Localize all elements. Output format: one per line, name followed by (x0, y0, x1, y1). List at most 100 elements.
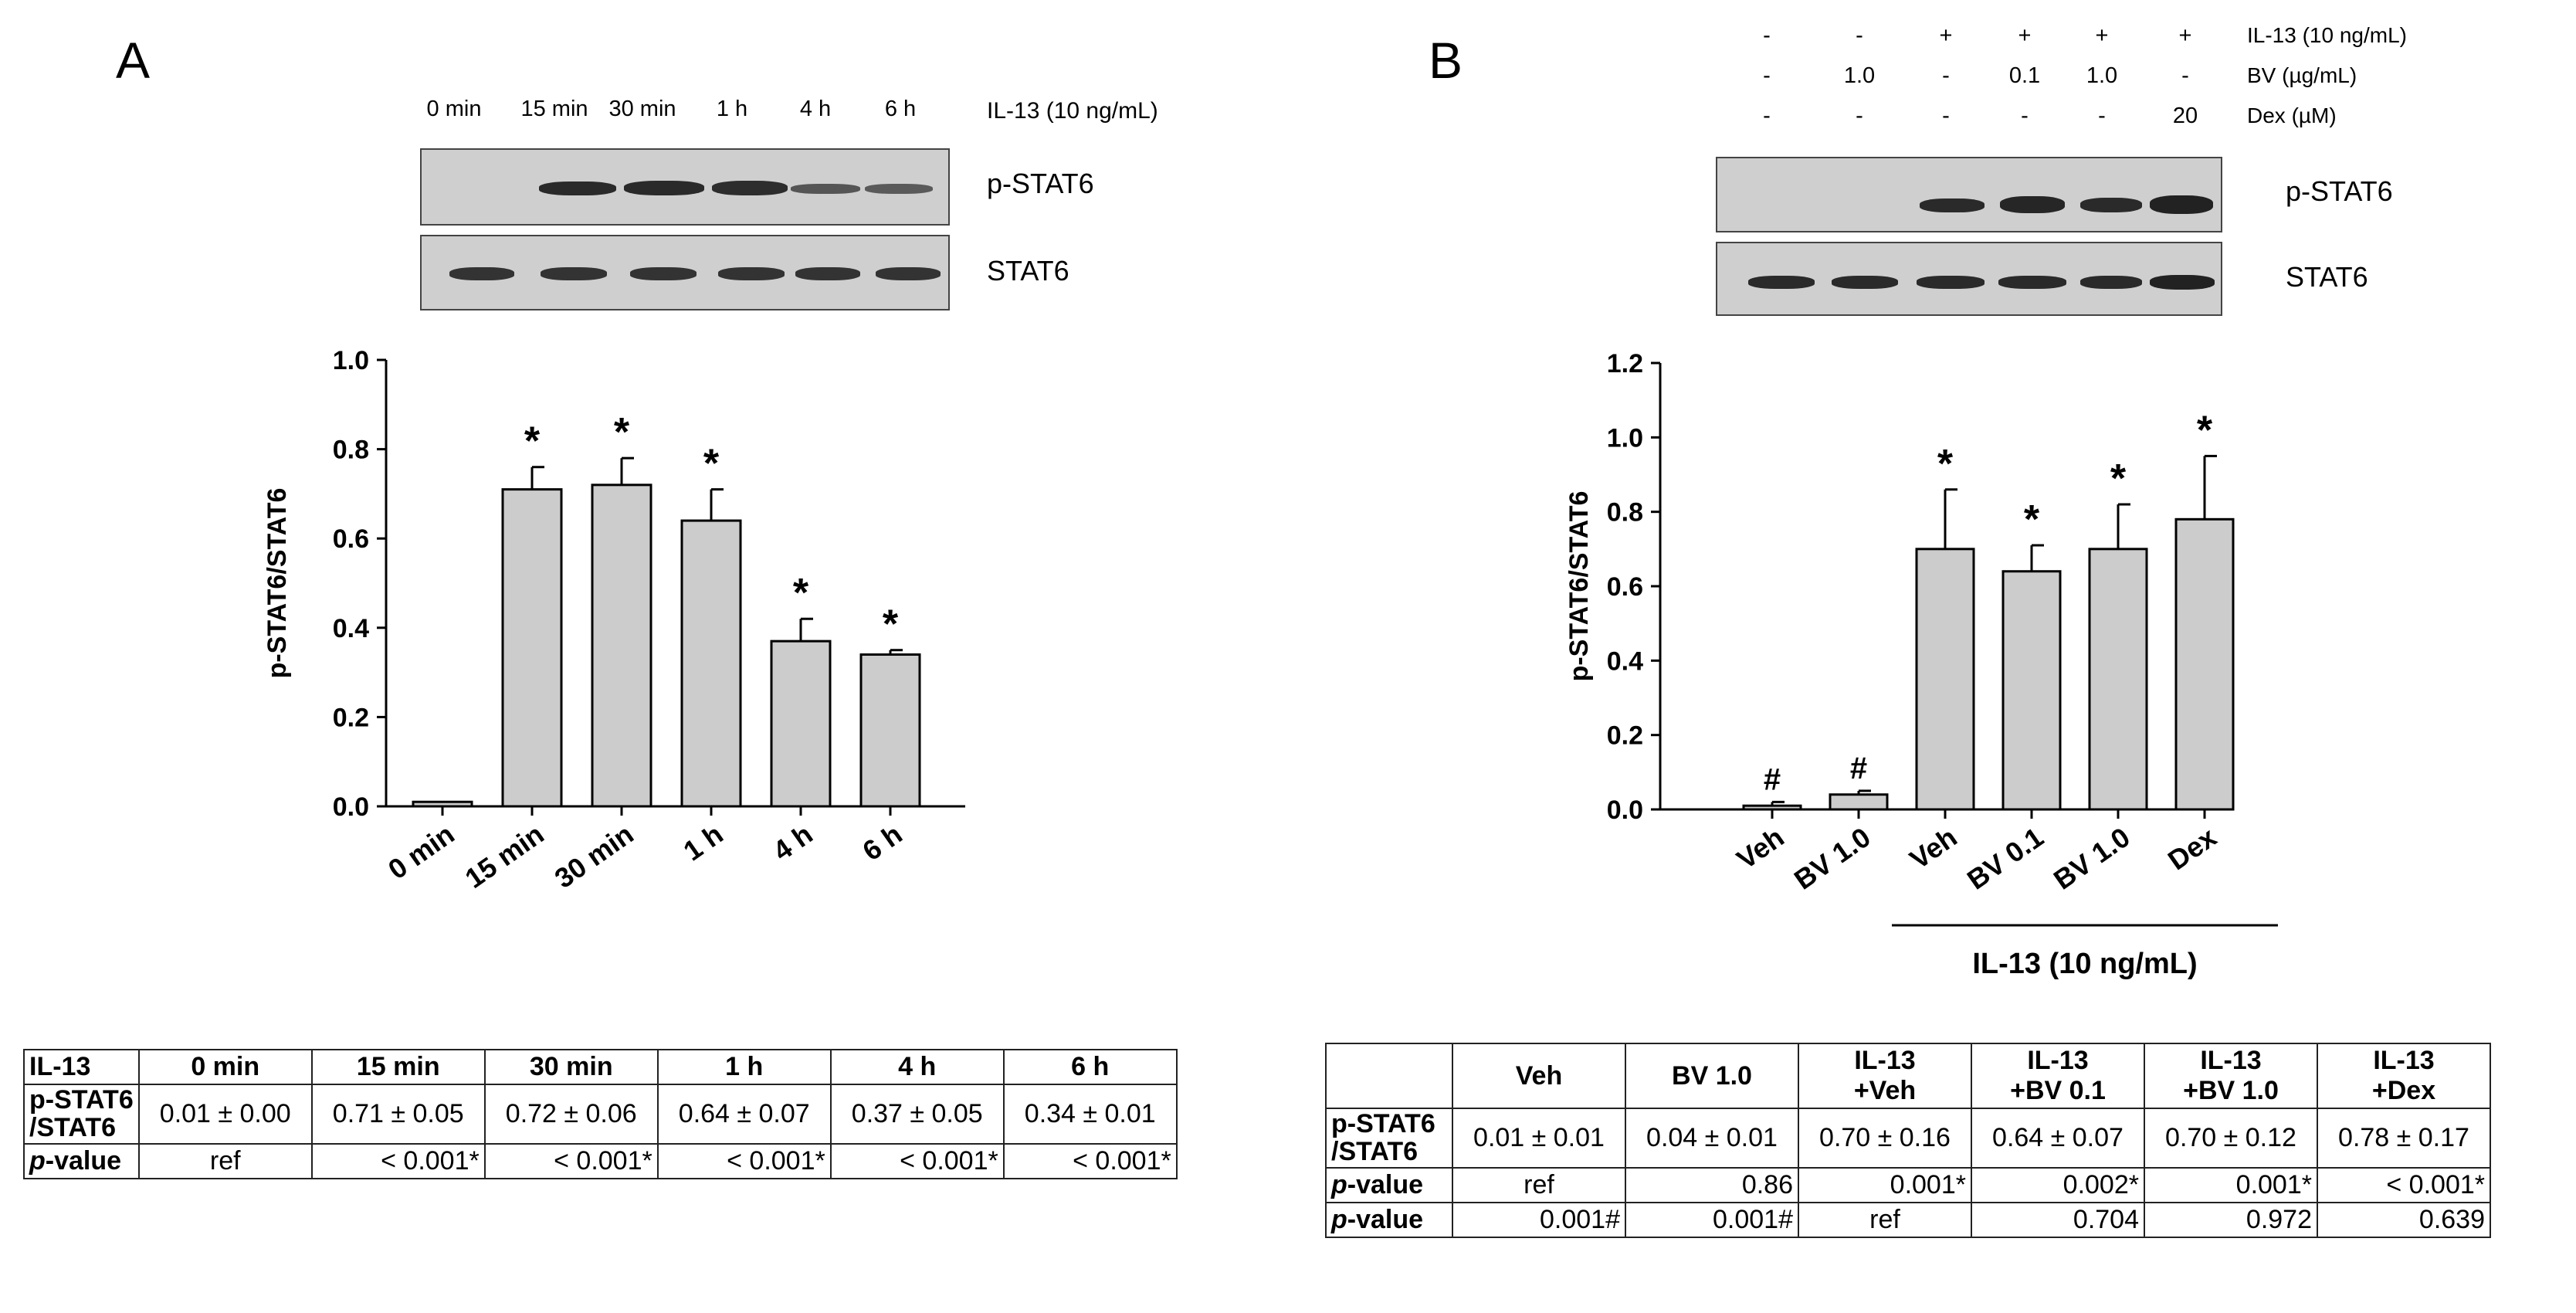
table-cell: < 0.001* (829, 1143, 1005, 1180)
table-cell: 0.01 ± 0.01 (1452, 1107, 1626, 1169)
table-row: p-value ref < 0.001* < 0.001* < 0.001* <… (23, 1143, 1178, 1180)
blot-b-condition-value: - (2021, 103, 2029, 128)
blot-b-condition-value: + (2095, 23, 2109, 48)
bar (2174, 517, 2235, 811)
bar (680, 519, 742, 808)
band (865, 184, 933, 194)
y-axis-label: p-STAT6/STAT6 (263, 488, 292, 679)
blot-b-condition-value: - (1942, 63, 1950, 88)
table-cell: 4 h (829, 1049, 1005, 1085)
table-cell: < 0.001* (2317, 1167, 2491, 1204)
y-tick-label: 0.6 (1607, 572, 1643, 602)
significance-marker: * (883, 602, 899, 647)
band (449, 267, 514, 280)
blot-b-condition-value: 20 (2172, 103, 2198, 128)
y-tick-label: 0.0 (333, 792, 369, 822)
y-tick-label: 0.4 (333, 614, 369, 643)
blot-a-stat6-label: STAT6 (987, 255, 1069, 287)
header-line: +BV 1.0 (2183, 1076, 2279, 1105)
y-tick-label: 0.6 (333, 524, 369, 554)
x-tick-label: 1 h (677, 818, 728, 867)
band (2150, 275, 2215, 290)
row-label-line: /STAT6 (29, 1112, 117, 1142)
y-tick-label: 1.0 (1607, 423, 1643, 453)
table-cell: ref (137, 1143, 313, 1180)
x-tick-label: Veh (1904, 821, 1963, 875)
table-row: Veh BV 1.0 IL-13 +Veh IL-13 +BV 0.1 IL-13 +… (1325, 1043, 2491, 1109)
x-tick-label: Veh (1731, 821, 1790, 875)
bar (591, 483, 652, 808)
x-tick-label: 30 min (549, 818, 639, 894)
header-line: Veh (1515, 1060, 1563, 1091)
significance-marker: * (2197, 408, 2213, 453)
bar (412, 800, 473, 808)
blot-a-pstat6-strip (420, 148, 950, 226)
band (1748, 276, 1815, 289)
table-cell: 0.01 ± 0.00 (137, 1083, 313, 1145)
table-cell: IL-13 +BV 0.1 (1971, 1043, 2145, 1109)
table-cell: < 0.001* (483, 1143, 659, 1180)
table-cell: 0.37 ± 0.05 (829, 1083, 1005, 1145)
header-line: IL-13 (1854, 1046, 1916, 1075)
header-line: BV 1.0 (1672, 1060, 1752, 1091)
table-cell: 0.72 ± 0.06 (483, 1083, 659, 1145)
band (2150, 195, 2213, 214)
blot-b-condition-value: + (2178, 23, 2192, 48)
significance-marker: * (2110, 456, 2127, 501)
y-tick-label: 0.4 (1607, 646, 1643, 676)
table-cell: 0.04 ± 0.01 (1625, 1107, 1799, 1169)
table-cell: 0.64 ± 0.07 (1971, 1107, 2145, 1169)
x-tick-label: Dex (2162, 821, 2222, 876)
blot-a-lane-label: 15 min (520, 97, 588, 121)
table-cell: 30 min (483, 1049, 659, 1085)
y-tick-label: 0.2 (333, 703, 369, 732)
table-cell: 0.86 (1625, 1167, 1799, 1204)
significance-marker: * (524, 419, 541, 464)
significance-marker: * (1937, 442, 1954, 487)
header-line: +Dex (2371, 1076, 2436, 1105)
table-cell: IL-13 (23, 1049, 140, 1085)
y-tick-label: 0.8 (1607, 498, 1643, 528)
group-bracket-label: IL-13 (10 ng/mL) (1972, 948, 2197, 980)
header-line: IL-13 (2027, 1046, 2089, 1075)
table-row-label: p-value (1325, 1202, 1453, 1239)
band (791, 184, 860, 194)
table-cell: < 0.001* (656, 1143, 832, 1180)
table-b: Veh BV 1.0 IL-13 +Veh IL-13 +BV 0.1 IL-13 +… (1325, 1043, 2491, 1239)
header-line: +BV 0.1 (2010, 1076, 2106, 1105)
blot-a-lane-label: 30 min (608, 97, 676, 121)
row-label-line: p-STAT6 (1331, 1109, 1435, 1138)
blot-b-condition-label: Dex (µM) (2247, 103, 2337, 127)
header-line: IL-13 (2200, 1046, 2262, 1075)
band (876, 267, 941, 280)
y-tick-label: 0.0 (1607, 796, 1643, 825)
x-tick-label: 15 min (459, 818, 550, 894)
blot-b-condition-label: BV (µg/mL) (2247, 63, 2357, 87)
chart-a: 0.0 0.2 0.4 0.6 0.8 1.0 p-STAT6/STAT6 0 min * 15 … (263, 346, 965, 894)
row-label-italic: p (1331, 1170, 1347, 1200)
bar (501, 488, 563, 808)
blot-b-condition-value: 1.0 (1843, 63, 1876, 88)
blot-b-condition-value: 1.0 (2086, 63, 2118, 88)
band (1917, 276, 1985, 289)
significance-marker: # (1764, 762, 1781, 796)
band (795, 267, 860, 280)
y-axis-label: p-STAT6/STAT6 (1564, 491, 1594, 682)
table-cell: < 0.001* (310, 1143, 486, 1180)
x-tick-label: 4 h (767, 818, 818, 867)
row-label-italic: p (1331, 1205, 1347, 1235)
blot-b-condition-value: - (1856, 103, 1863, 128)
band (718, 267, 785, 280)
chart-b: 0.00.20.40.60.81.01.2p-STAT6/STAT6#Veh#B… (1564, 349, 2278, 980)
blot-b-condition-value: - (1763, 23, 1771, 48)
blot-a-lane-label: 4 h (799, 97, 832, 121)
band (1998, 276, 2066, 289)
table-cell: 0.001* (1798, 1167, 1972, 1204)
band (712, 181, 788, 195)
table-cell: 0.639 (2317, 1202, 2491, 1239)
blot-b-condition-value: + (2018, 23, 2032, 48)
row-label-rest: -value (1347, 1205, 1424, 1235)
band (2000, 196, 2065, 213)
panel-letter-b: B (1429, 32, 1463, 89)
row-label-line: p-STAT6 (29, 1085, 134, 1115)
